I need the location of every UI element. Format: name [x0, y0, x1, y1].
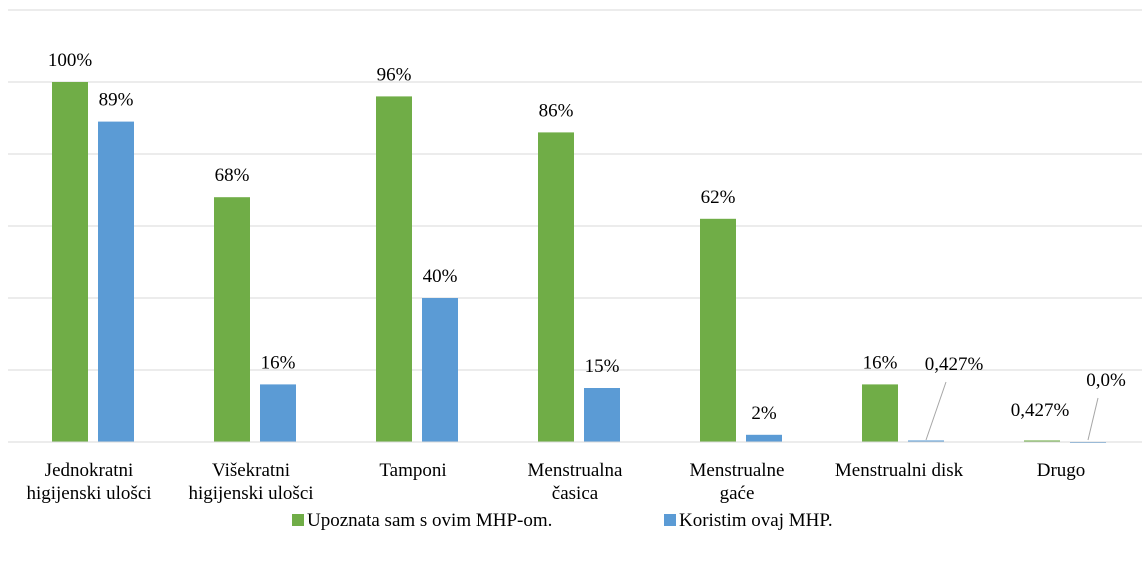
x-tick-label: Višekratni higijenski ulošci	[188, 460, 313, 504]
bar	[908, 440, 944, 442]
data-label: 0,0%	[1086, 370, 1126, 391]
data-label: 40%	[423, 266, 458, 287]
bar	[98, 121, 134, 442]
data-label: 0,427%	[1011, 400, 1070, 421]
data-label: 15%	[585, 356, 620, 377]
bar	[746, 434, 782, 442]
data-label: 16%	[261, 352, 296, 373]
bar	[584, 388, 620, 442]
data-label: 0,427%	[925, 354, 984, 375]
data-label: 2%	[751, 403, 777, 424]
data-label: 86%	[539, 100, 574, 121]
bar	[1024, 440, 1060, 442]
x-tick-label: Menstrualne gaće	[690, 460, 785, 504]
leader-line	[1087, 397, 1099, 441]
bar	[538, 132, 574, 442]
bar	[260, 384, 296, 442]
data-label: 62%	[701, 187, 736, 208]
bar	[422, 298, 458, 442]
x-tick-label: Drugo	[1037, 460, 1086, 481]
bar	[214, 197, 250, 442]
x-tick-label: Menstrualna časica	[528, 460, 624, 504]
legend-swatch	[664, 514, 676, 526]
bar	[376, 96, 412, 443]
bar	[52, 82, 88, 442]
legend-swatch	[292, 514, 304, 526]
data-label: 89%	[99, 90, 134, 111]
x-tick-label: Jednokratni higijenski ulošci	[26, 460, 151, 504]
leader-line	[925, 381, 947, 441]
data-label: 96%	[377, 64, 412, 85]
legend-label: Koristim ovaj MHP.	[679, 510, 833, 531]
bar	[700, 218, 736, 442]
x-tick-label: Tamponi	[379, 460, 446, 481]
data-label: 100%	[48, 50, 93, 71]
legend-label: Upoznata sam s ovim MHP-om.	[307, 510, 552, 531]
bar	[862, 384, 898, 442]
data-label: 16%	[863, 352, 898, 373]
x-tick-label: Menstrualni disk	[835, 460, 964, 481]
data-label: 68%	[215, 165, 250, 186]
